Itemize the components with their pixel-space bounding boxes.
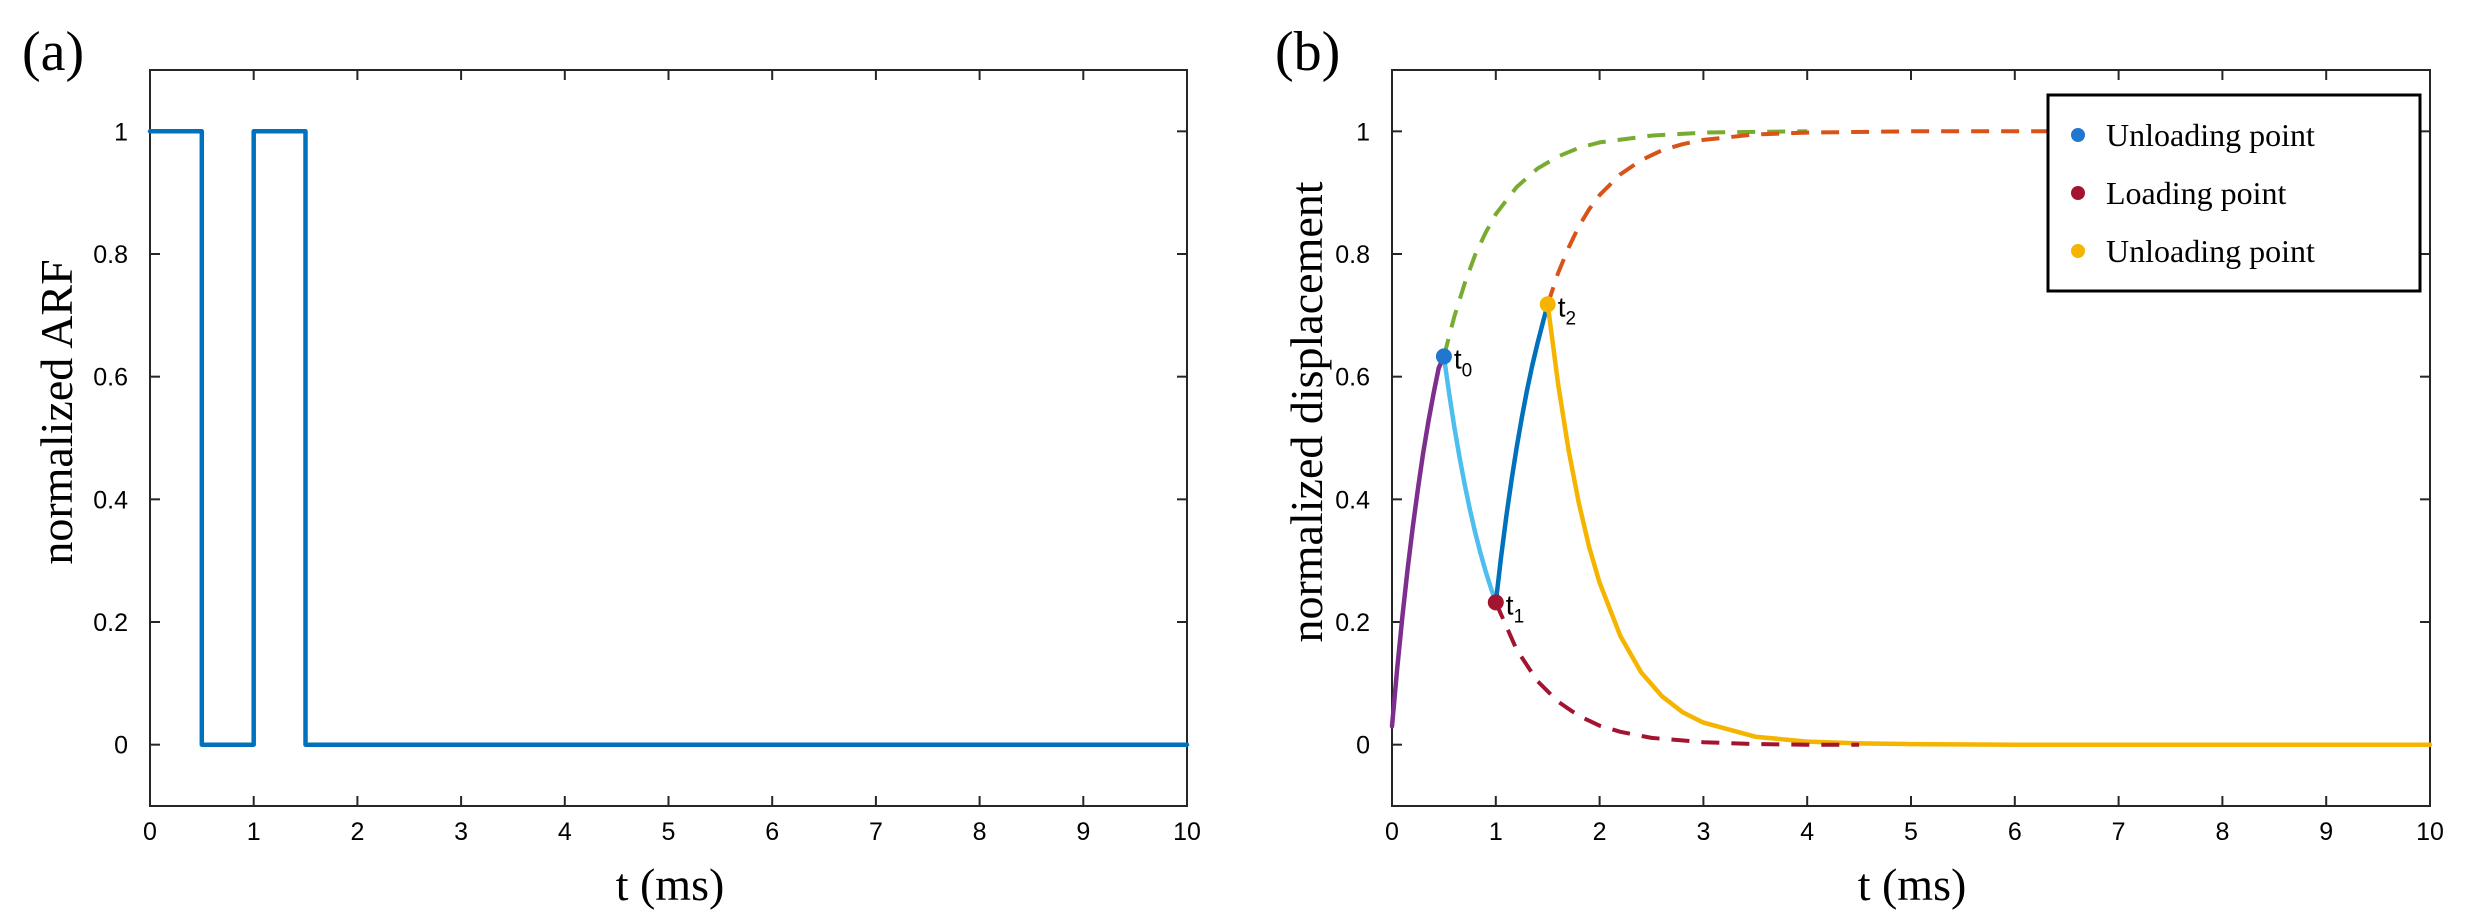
legend-marker-2 [2071, 244, 2085, 258]
x-tick-label: 1 [247, 818, 261, 846]
y-tick-label: 0.2 [93, 609, 128, 637]
x-tick-label: 8 [973, 818, 987, 846]
x-tick-label: 6 [2008, 818, 2022, 846]
panel-b-ticks: 0 1 2 3 4 5 6 7 8 9 10 0 0.2 0.4 0.6 0.8 1 [1335, 70, 2444, 846]
y-tick-label: 0.2 [1335, 609, 1370, 637]
marker-point-2 [1539, 296, 1556, 313]
legend-box [2046, 93, 2422, 293]
series-line-5 [1493, 601, 1860, 747]
point-annotation-2: t2 [1558, 291, 1576, 329]
panel-b-plot-area: t0 t1 t2 [1389, 129, 2433, 747]
x-tick-label: 4 [1800, 818, 1814, 846]
x-tick-label: 10 [2416, 818, 2444, 846]
panel-b-legend: Unloading point Loading point Unloading po… [2046, 93, 2422, 293]
panel-b-label: (b) [1275, 21, 1340, 83]
panel-a-label: (a) [22, 21, 84, 83]
y-tick-label: 0 [114, 732, 128, 760]
x-tick-label: 4 [558, 818, 572, 846]
legend-entry-1: Loading point [2106, 175, 2287, 211]
y-tick-label: 0.8 [93, 241, 128, 269]
series-line-0 [147, 129, 1190, 747]
x-tick-label: 1 [1489, 818, 1503, 846]
y-tick-label: 0.8 [1335, 241, 1370, 269]
panel-a-ticks: 0 1 2 3 4 5 6 7 8 9 10 0 0.2 0.4 0.6 0.8 1 [93, 70, 1201, 846]
series-line-1 [1441, 354, 1499, 605]
x-tick-label: 7 [869, 818, 883, 846]
panel-b: (b) normalized displacement t (ms) 0 1 2 3 4… [1275, 21, 2444, 910]
series-line-0 [1389, 354, 1447, 729]
x-tick-label: 10 [1173, 818, 1201, 846]
legend-entry-2: Unloading point [2106, 233, 2315, 269]
panel-a-x-axis-label: t (ms) [616, 859, 725, 910]
marker-point-0 [1435, 348, 1452, 365]
x-tick-label: 2 [1593, 818, 1607, 846]
x-tick-label: 3 [454, 818, 468, 846]
y-tick-label: 0.4 [1335, 486, 1370, 514]
series-line-4 [1441, 129, 1808, 357]
point-annotation-0: t0 [1454, 343, 1472, 381]
x-tick-label: 6 [765, 818, 779, 846]
x-tick-label: 7 [2112, 818, 2126, 846]
panel-b-x-axis-label: t (ms) [1858, 859, 1967, 910]
x-tick-label: 9 [2319, 818, 2333, 846]
y-tick-label: 0.6 [1335, 364, 1370, 392]
series-line-3 [1545, 302, 2433, 747]
legend-entry-0: Unloading point [2106, 117, 2315, 153]
legend-marker-0 [2071, 128, 2085, 142]
x-tick-label: 5 [662, 818, 676, 846]
y-tick-label: 0.4 [93, 486, 128, 514]
y-tick-label: 0 [1356, 732, 1370, 760]
x-tick-label: 3 [1696, 818, 1710, 846]
x-tick-label: 0 [1385, 818, 1399, 846]
legend-marker-1 [2071, 186, 2085, 200]
panel-a: (a) normalized ARF t (ms) 0 1 2 3 4 5 6 7 8 9 1000… [22, 21, 1201, 910]
x-tick-label: 0 [143, 818, 157, 846]
x-tick-label: 5 [1904, 818, 1918, 846]
series-line-6 [1545, 129, 2119, 305]
panel-a-plot-area [147, 129, 1190, 747]
y-tick-label: 1 [1356, 118, 1370, 146]
x-tick-label: 2 [350, 818, 364, 846]
x-tick-label: 8 [2215, 818, 2229, 846]
marker-point-1 [1487, 594, 1504, 611]
series-line-2 [1493, 302, 1550, 605]
point-annotation-1: t1 [1506, 589, 1524, 627]
panel-b-y-axis-label: normalized displacement [1281, 181, 1332, 642]
panel-a-y-axis-label: normalized ARF [31, 259, 82, 564]
y-tick-label: 1 [114, 118, 128, 146]
y-tick-label: 0.6 [93, 364, 128, 392]
x-tick-label: 9 [1076, 818, 1090, 846]
